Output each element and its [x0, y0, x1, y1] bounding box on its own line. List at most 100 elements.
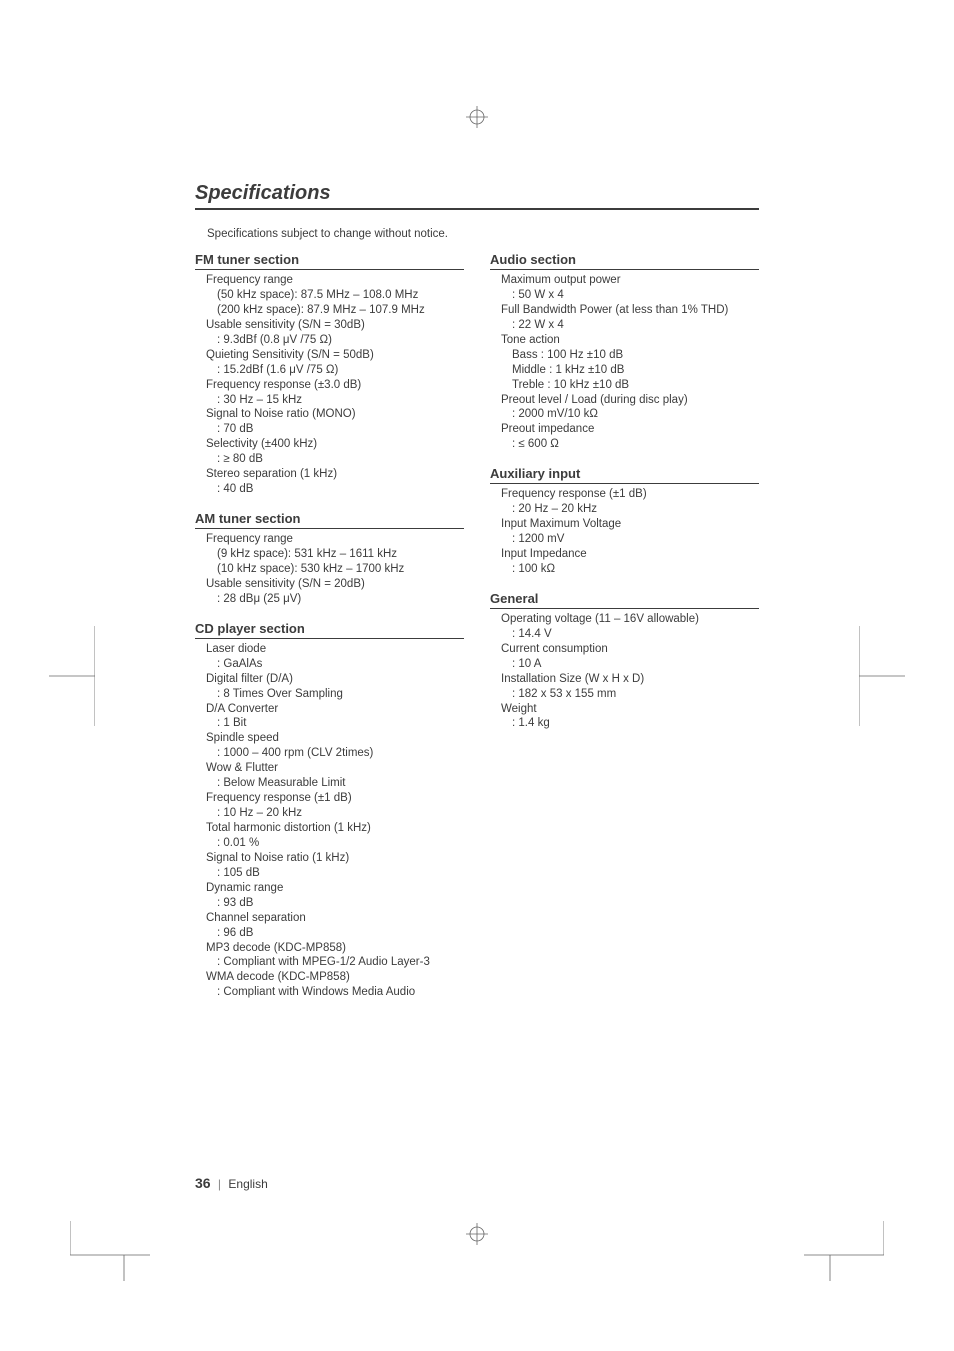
entry-value: Bass : 100 Hz ±10 dB — [501, 348, 759, 363]
spec-entry: Input Maximum Voltage: 1200 mV — [501, 517, 759, 547]
entry-value: : 8 Times Over Sampling — [206, 687, 464, 702]
entry-value: : 20 Hz – 20 kHz — [501, 502, 759, 517]
section-entries: Frequency range(9 kHz space): 531 kHz – … — [195, 532, 464, 607]
spec-entry: Installation Size (W x H x D): 182 x 53 … — [501, 672, 759, 702]
entry-label: Total harmonic distortion (1 kHz) — [206, 821, 464, 836]
entry-value: Treble : 10 kHz ±10 dB — [501, 378, 759, 393]
spec-entry: Digital filter (D/A): 8 Times Over Sampl… — [206, 672, 464, 702]
entry-value: : 100 kΩ — [501, 562, 759, 577]
entry-label: MP3 decode (KDC-MP858) — [206, 941, 464, 956]
section-heading: Audio section — [490, 252, 759, 270]
spec-entry: Total harmonic distortion (1 kHz): 0.01 … — [206, 821, 464, 851]
spec-section: Auxiliary inputFrequency response (±1 dB… — [490, 466, 759, 577]
page-number: 36 — [195, 1175, 211, 1191]
spec-entry: Laser diode: GaAlAs — [206, 642, 464, 672]
right-column: Audio section Maximum output power: 50 W … — [490, 252, 759, 1014]
entry-value: : 9.3dBf (0.8 μV /75 Ω) — [206, 333, 464, 348]
spec-entry: Channel separation: 96 dB — [206, 911, 464, 941]
entry-label: Selectivity (±400 kHz) — [206, 437, 464, 452]
entry-value: (9 kHz space): 531 kHz – 1611 kHz — [206, 547, 464, 562]
entry-value: : 105 dB — [206, 866, 464, 881]
entry-label: Frequency range — [206, 273, 464, 288]
entry-value: (200 kHz space): 87.9 MHz – 107.9 MHz — [206, 303, 464, 318]
entry-label: Operating voltage (11 – 16V allowable) — [501, 612, 759, 627]
entry-label: D/A Converter — [206, 702, 464, 717]
entry-label: Frequency response (±1 dB) — [501, 487, 759, 502]
entry-label: Stereo separation (1 kHz) — [206, 467, 464, 482]
spec-entry: Spindle speed: 1000 – 400 rpm (CLV 2time… — [206, 731, 464, 761]
entry-value: : Compliant with Windows Media Audio — [206, 985, 464, 1000]
entry-label: Full Bandwidth Power (at less than 1% TH… — [501, 303, 759, 318]
section-entries: Operating voltage (11 – 16V allowable) : … — [490, 612, 759, 732]
spec-entry: Full Bandwidth Power (at less than 1% TH… — [501, 303, 759, 333]
entry-value: : ≤ 600 Ω — [501, 437, 759, 452]
entry-value: : 30 Hz – 15 kHz — [206, 393, 464, 408]
spec-entry: Usable sensitivity (S/N = 20dB): 28 dBμ … — [206, 577, 464, 607]
crop-mark-left — [49, 626, 95, 726]
section-entries: Laser diode: GaAlAsDigital filter (D/A):… — [195, 642, 464, 1001]
entry-value: : ≥ 80 dB — [206, 452, 464, 467]
intro-text: Specifications subject to change without… — [195, 228, 759, 240]
spec-entry: Current consumption: 10 A — [501, 642, 759, 672]
entry-value: : 10 A — [501, 657, 759, 672]
entry-label: Frequency response (±1 dB) — [206, 791, 464, 806]
entry-label: Input Impedance — [501, 547, 759, 562]
entry-label: WMA decode (KDC-MP858) — [206, 970, 464, 985]
entry-value: : 182 x 53 x 155 mm — [501, 687, 759, 702]
section-entries: Frequency response (±1 dB): 20 Hz – 20 k… — [490, 487, 759, 577]
entry-value: : 0.01 % — [206, 836, 464, 851]
spec-section: AM tuner section Frequency range(9 kHz sp… — [195, 511, 464, 607]
spec-entry: Signal to Noise ratio (MONO): 70 dB — [206, 407, 464, 437]
entry-label: Input Maximum Voltage — [501, 517, 759, 532]
entry-label: Preout level / Load (during disc play) — [501, 393, 759, 408]
entry-label: Frequency response (±3.0 dB) — [206, 378, 464, 393]
entry-label: Tone action — [501, 333, 759, 348]
entry-label: Frequency range — [206, 532, 464, 547]
entry-label: Signal to Noise ratio (MONO) — [206, 407, 464, 422]
registration-mark-bottom — [466, 1223, 488, 1245]
spec-entry: Weight: 1.4 kg — [501, 702, 759, 732]
spec-entry: Frequency response (±1 dB): 20 Hz – 20 k… — [501, 487, 759, 517]
entry-label: Quieting Sensitivity (S/N = 50dB) — [206, 348, 464, 363]
entry-value: Middle : 1 kHz ±10 dB — [501, 363, 759, 378]
spec-entry: Preout level / Load (during disc play): … — [501, 393, 759, 423]
spec-section: GeneralOperating voltage (11 – 16V allow… — [490, 591, 759, 732]
spec-entry: Stereo separation (1 kHz): 40 dB — [206, 467, 464, 497]
section-entries: Frequency range(50 kHz space): 87.5 MHz … — [195, 273, 464, 497]
spec-entry: Wow & Flutter: Below Measurable Limit — [206, 761, 464, 791]
entry-label: Usable sensitivity (S/N = 30dB) — [206, 318, 464, 333]
spec-section: CD player sectionLaser diode: GaAlAsDigi… — [195, 621, 464, 1001]
page-footer: 36 | English — [195, 1175, 268, 1191]
entry-value: : 1200 mV — [501, 532, 759, 547]
spec-entry: Frequency range(9 kHz space): 531 kHz – … — [206, 532, 464, 577]
entry-label: Dynamic range — [206, 881, 464, 896]
section-heading: AM tuner section — [195, 511, 464, 529]
entry-value: : 1.4 kg — [501, 716, 759, 731]
spec-entry: Selectivity (±400 kHz): ≥ 80 dB — [206, 437, 464, 467]
spec-entry: Preout impedance: ≤ 600 Ω — [501, 422, 759, 452]
spec-entry: Frequency range(50 kHz space): 87.5 MHz … — [206, 273, 464, 318]
spec-entry: Dynamic range: 93 dB — [206, 881, 464, 911]
spec-entry: Maximum output power: 50 W x 4 — [501, 273, 759, 303]
entry-label: Installation Size (W x H x D) — [501, 672, 759, 687]
entry-value: : 40 dB — [206, 482, 464, 497]
page-title: Specifications — [195, 182, 759, 210]
entry-label: Weight — [501, 702, 759, 717]
section-entries: Maximum output power: 50 W x 4Full Bandw… — [490, 273, 759, 452]
spec-section: FM tuner section Frequency range(50 kHz s… — [195, 252, 464, 497]
crop-mark-right — [859, 626, 905, 726]
entry-value: : Compliant with MPEG-1/2 Audio Layer-3 — [206, 955, 464, 970]
spec-entry: D/A Converter: 1 Bit — [206, 702, 464, 732]
entry-value: : 1000 – 400 rpm (CLV 2times) — [206, 746, 464, 761]
entry-value: : 15.2dBf (1.6 μV /75 Ω) — [206, 363, 464, 378]
entry-label: Maximum output power — [501, 273, 759, 288]
entry-label: Current consumption — [501, 642, 759, 657]
entry-value: : 22 W x 4 — [501, 318, 759, 333]
spec-entry: Frequency response (±1 dB): 10 Hz – 20 k… — [206, 791, 464, 821]
section-heading: FM tuner section — [195, 252, 464, 270]
entry-value: (10 kHz space): 530 kHz – 1700 kHz — [206, 562, 464, 577]
spec-entry: WMA decode (KDC-MP858): Compliant with W… — [206, 970, 464, 1000]
spec-entry: Operating voltage (11 – 16V allowable): … — [501, 612, 759, 642]
left-column: FM tuner section Frequency range(50 kHz s… — [195, 252, 464, 1014]
entry-value: : 28 dBμ (25 μV) — [206, 592, 464, 607]
